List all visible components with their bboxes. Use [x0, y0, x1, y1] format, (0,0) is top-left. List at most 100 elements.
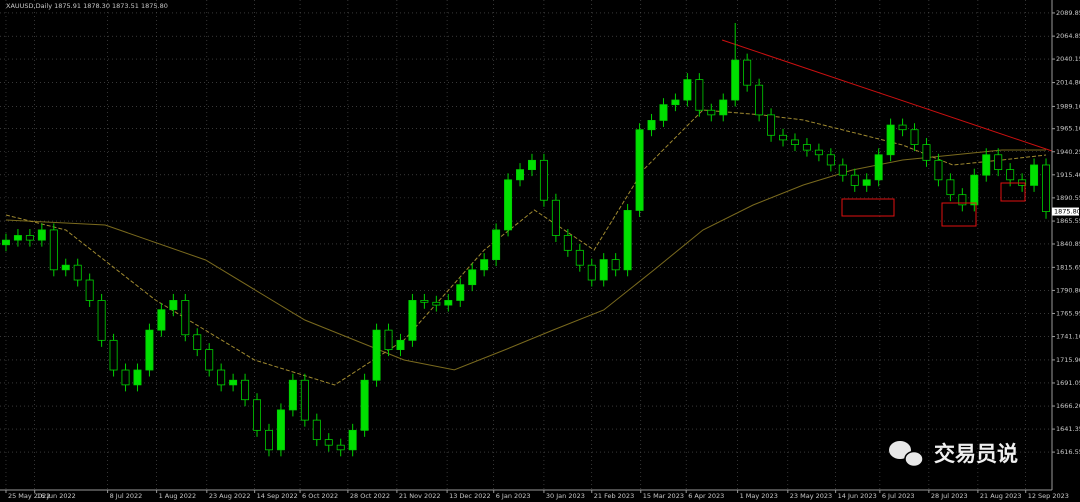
y-tick-label: 2089.85	[1056, 9, 1080, 17]
candle-body	[348, 429, 357, 451]
x-tick-label: 28 Oct 2022	[350, 492, 390, 500]
candle-body	[587, 264, 596, 281]
candle-body	[217, 369, 226, 386]
x-tick-label: 6 Oct 2022	[302, 492, 338, 500]
candle-body	[707, 109, 716, 116]
candle-body	[205, 349, 214, 371]
candle-body	[767, 114, 776, 136]
x-tick-label: 15 Mar 2023	[643, 492, 684, 500]
x-tick-label: 16 Jun 2022	[37, 492, 76, 500]
candle-body	[37, 229, 46, 241]
y-tick-label: 1616.55	[1056, 448, 1080, 456]
candle-body	[408, 300, 417, 341]
candle-body	[683, 79, 692, 101]
candle-body	[779, 134, 788, 141]
candle-body	[109, 339, 118, 371]
x-tick-label: 8 Jul 2022	[110, 492, 143, 500]
candle-body	[121, 369, 130, 386]
x-tick-label: 6 Apr 2023	[688, 492, 724, 500]
x-tick-label: 28 Jul 2023	[931, 492, 968, 500]
y-tick-label: 1741.10	[1056, 333, 1080, 341]
y-tick-label: 1666.20	[1056, 402, 1080, 410]
candle-body	[288, 379, 297, 411]
candle-body	[229, 379, 238, 386]
candle-body	[1, 239, 10, 246]
highlight-box	[1000, 182, 1026, 202]
candle-body	[1006, 169, 1015, 181]
candle-body	[563, 235, 572, 251]
candle-body	[372, 329, 381, 381]
candle-body	[396, 339, 405, 351]
y-tick-label: 1815.65	[1056, 263, 1080, 271]
candle-body	[241, 379, 250, 401]
candle-body	[157, 309, 166, 331]
candle-body	[276, 409, 285, 451]
wechat-icon	[904, 450, 924, 468]
candle-body	[731, 59, 740, 101]
candle-body	[181, 300, 190, 336]
candle-body	[312, 419, 321, 441]
candle-body	[527, 159, 536, 171]
candle-body	[910, 129, 919, 145]
y-tick-label: 1691.05	[1056, 379, 1080, 387]
candle-body	[492, 229, 501, 261]
y-tick-label: 1641.35	[1056, 425, 1080, 433]
indicator-line	[721, 39, 1053, 152]
candle-body	[253, 399, 262, 431]
candle-body	[599, 259, 608, 281]
candle-body	[886, 124, 895, 156]
candle-body	[264, 429, 273, 451]
y-tick-label: 2064.85	[1056, 32, 1080, 40]
candle-body	[539, 159, 548, 201]
candle-body	[432, 301, 441, 306]
candle-body	[814, 149, 823, 156]
candle-body	[934, 159, 943, 181]
x-tick-label: 23 Aug 2022	[209, 492, 251, 500]
candle-body	[25, 235, 34, 241]
y-tick-label: 1765.95	[1056, 309, 1080, 317]
candle-body	[324, 439, 333, 446]
x-tick-label: 12 Sep 2023	[1028, 492, 1069, 500]
y-tick-label: 1865.55	[1056, 217, 1080, 225]
candle-body	[994, 154, 1003, 171]
y-tick-label: 2040.15	[1056, 55, 1080, 63]
x-tick-label: 30 Jan 2023	[546, 492, 585, 500]
candle-body	[336, 444, 345, 451]
candle-body	[13, 235, 22, 241]
indicators	[5, 39, 1053, 386]
candle-body	[898, 124, 907, 131]
y-tick-label: 1840.85	[1056, 240, 1080, 248]
x-tick-label: 14 Jun 2023	[838, 492, 877, 500]
y-tick-label: 1965.10	[1056, 125, 1080, 133]
candle-body	[874, 154, 883, 181]
watermark-text: 交易员说	[934, 442, 1018, 466]
x-tick-label: 21 Feb 2023	[594, 492, 634, 500]
x-tick-label: 6 Jul 2023	[882, 492, 915, 500]
y-tick-label: 1890.55	[1056, 194, 1080, 202]
candle-body	[1042, 164, 1051, 212]
candle-body	[695, 79, 704, 111]
candle-body	[360, 379, 369, 431]
candle-body	[73, 264, 82, 281]
candle-body	[623, 210, 632, 271]
candle-body	[145, 329, 154, 371]
candle-body	[300, 379, 309, 421]
candle-body	[635, 129, 644, 211]
candle-body	[719, 99, 728, 116]
candle-body	[468, 269, 477, 286]
candle-body	[384, 329, 393, 351]
candle-body	[193, 334, 202, 351]
candle-body	[755, 84, 764, 116]
x-tick-label: 25 May 2022	[8, 492, 50, 500]
wechat-icon	[889, 441, 911, 459]
candle-body	[49, 229, 58, 271]
candle-body	[611, 259, 620, 271]
candle-body	[97, 300, 106, 341]
grid	[0, 0, 1052, 490]
chart-title: XAUUSD,Daily 1875.91 1878.30 1873.51 187…	[6, 2, 168, 10]
candle-body	[982, 154, 991, 176]
candle-body	[862, 179, 871, 186]
x-tick-label: 1 May 2023	[740, 492, 778, 500]
